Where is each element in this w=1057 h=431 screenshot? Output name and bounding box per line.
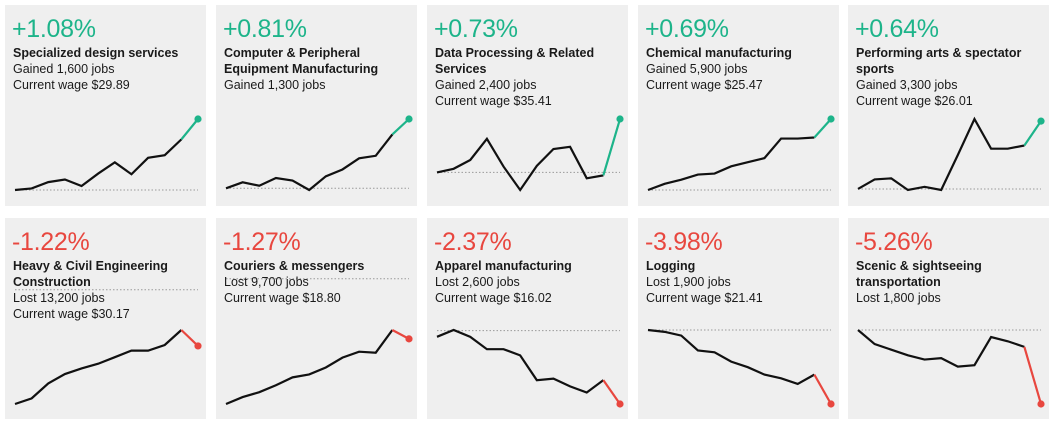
latest-value-dot xyxy=(405,335,413,343)
percent-change: +1.08% xyxy=(12,15,96,43)
jobs-change: Gained 2,400 jobs xyxy=(435,78,537,92)
industry-info: Couriers & messengers Lost 9,700 jobs Curr… xyxy=(224,258,414,306)
industry-info: Logging Lost 1,900 jobs Current wage $21.4… xyxy=(646,258,836,306)
current-wage: Current wage $35.41 xyxy=(435,94,552,108)
current-wage: Current wage $30.17 xyxy=(13,307,130,321)
latest-value-dot xyxy=(1037,117,1045,125)
jobs-change: Lost 2,600 jobs xyxy=(435,275,520,289)
trend-line xyxy=(225,329,394,406)
industry-name: Heavy & Civil Engineering Construction xyxy=(13,259,168,289)
percent-change: +0.69% xyxy=(645,15,729,43)
percent-change: +0.64% xyxy=(855,15,939,43)
industry-info: Performing arts & spectator sports Gained… xyxy=(856,45,1046,109)
industry-card: +1.08% Specialized design services Gained … xyxy=(5,5,206,206)
jobs-change: Lost 1,900 jobs xyxy=(646,275,731,289)
trend-line xyxy=(436,328,605,394)
trend-line xyxy=(225,133,394,192)
trend-line xyxy=(857,329,1025,368)
sparkline-chart xyxy=(14,289,202,406)
latest-value-dot xyxy=(1037,400,1045,408)
industry-card: -5.26% Scenic & sightseeing transportatio… xyxy=(848,218,1049,419)
industry-info: Apparel manufacturing Lost 2,600 jobs Curr… xyxy=(435,258,625,306)
latest-change-segment xyxy=(813,118,832,139)
percent-change: -5.26% xyxy=(855,228,933,256)
industry-name: Performing arts & spectator sports xyxy=(856,46,1022,76)
latest-value-dot xyxy=(616,115,624,123)
industry-card: -2.37% Apparel manufacturing Lost 2,600 jo… xyxy=(427,218,628,419)
industry-name: Scenic & sightseeing transportation xyxy=(856,259,982,289)
industry-info: Specialized design services Gained 1,600 … xyxy=(13,45,203,93)
industry-card: +0.73% Data Processing & Related Services… xyxy=(427,5,628,206)
industry-card: -1.22% Heavy & Civil Engineering Construc… xyxy=(5,218,206,419)
industry-info: Data Processing & Related Services Gained… xyxy=(435,45,625,109)
sparkline-chart xyxy=(225,278,413,406)
current-wage: Current wage $21.41 xyxy=(646,291,763,305)
current-wage: Current wage $25.47 xyxy=(646,78,763,92)
industry-info: Computer & Peripheral Equipment Manufact… xyxy=(224,45,414,93)
sparkline-chart xyxy=(857,116,1045,192)
sparkline-chart xyxy=(14,115,202,192)
latest-change-segment xyxy=(180,118,199,141)
latest-value-dot xyxy=(405,115,413,123)
trend-line xyxy=(647,136,815,192)
percent-change: -1.22% xyxy=(12,228,90,256)
percent-change: -3.98% xyxy=(645,228,723,256)
sparkline-chart xyxy=(225,115,413,192)
latest-value-dot xyxy=(194,342,202,350)
jobs-change: Lost 9,700 jobs xyxy=(224,275,309,289)
jobs-change: Lost 1,800 jobs xyxy=(856,291,941,305)
current-wage: Current wage $26.01 xyxy=(856,94,973,108)
trend-line xyxy=(857,116,1025,192)
latest-change-segment xyxy=(391,118,410,136)
jobs-change: Lost 13,200 jobs xyxy=(13,291,105,305)
jobs-change: Gained 5,900 jobs xyxy=(646,62,748,76)
industry-info: Heavy & Civil Engineering Construction Lo… xyxy=(13,258,203,322)
percent-change: +0.73% xyxy=(434,15,518,43)
industry-card: +0.64% Performing arts & spectator sports… xyxy=(848,5,1049,206)
percent-change: +0.81% xyxy=(223,15,307,43)
trend-line xyxy=(436,136,604,192)
latest-change-segment xyxy=(602,379,621,405)
industry-card: +0.69% Chemical manufacturing Gained 5,900… xyxy=(638,5,839,206)
percent-change: -1.27% xyxy=(223,228,301,256)
sparkline-chart xyxy=(436,328,624,408)
trend-line xyxy=(14,329,183,406)
sparkline-chart xyxy=(436,115,624,192)
sparkline-chart xyxy=(857,329,1045,408)
current-wage: Current wage $29.89 xyxy=(13,78,130,92)
jobs-change: Gained 3,300 jobs xyxy=(856,78,958,92)
industry-name: Specialized design services xyxy=(13,46,179,60)
industry-card: -1.27% Couriers & messengers Lost 9,700 jo… xyxy=(216,218,417,419)
latest-value-dot xyxy=(827,115,835,123)
industry-name: Logging xyxy=(646,259,696,273)
latest-value-dot xyxy=(827,400,835,408)
industry-card: +0.81% Computer & Peripheral Equipment Ma… xyxy=(216,5,417,206)
trend-line xyxy=(647,328,815,386)
jobs-change: Gained 1,300 jobs xyxy=(224,78,326,92)
industry-info: Scenic & sightseeing transportation Lost … xyxy=(856,258,1046,306)
jobs-change: Gained 1,600 jobs xyxy=(13,62,115,76)
industry-card: -3.98% Logging Lost 1,900 jobs Current wage… xyxy=(638,218,839,419)
latest-change-segment xyxy=(602,118,622,176)
industry-info: Chemical manufacturing Gained 5,900 jobs C… xyxy=(646,45,836,93)
sparkline-chart xyxy=(647,115,835,192)
latest-change-segment xyxy=(1023,120,1042,147)
industry-name: Computer & Peripheral Equipment Manufact… xyxy=(224,46,379,76)
latest-change-segment xyxy=(1023,346,1043,405)
industry-name: Chemical manufacturing xyxy=(646,46,792,60)
trend-line xyxy=(14,138,183,192)
percent-change: -2.37% xyxy=(434,228,512,256)
latest-value-dot xyxy=(616,400,624,408)
current-wage: Current wage $16.02 xyxy=(435,291,552,305)
current-wage: Current wage $18.80 xyxy=(224,291,341,305)
industry-name: Data Processing & Related Services xyxy=(435,46,595,76)
latest-change-segment xyxy=(180,329,199,347)
latest-change-segment xyxy=(813,374,832,405)
latest-value-dot xyxy=(194,115,202,123)
sparkline-chart xyxy=(647,328,835,408)
industry-name: Couriers & messengers xyxy=(224,259,365,273)
industry-name: Apparel manufacturing xyxy=(435,259,572,273)
